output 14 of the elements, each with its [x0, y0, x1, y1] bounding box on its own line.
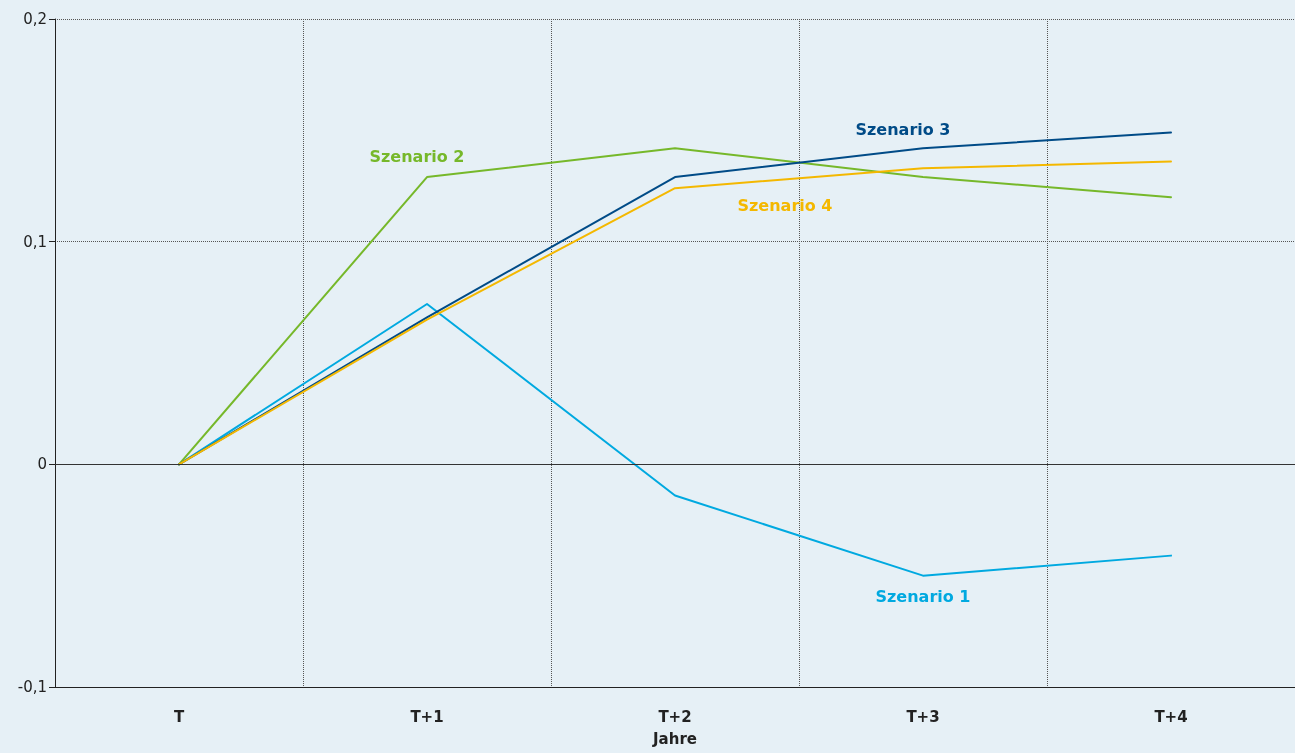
series-label: Szenario 4: [737, 195, 833, 215]
y-tick-label: 0,1: [23, 232, 47, 251]
y-tick-label: -0,1: [17, 678, 47, 696]
series-label: Szenario 3: [855, 119, 951, 139]
x-tick-label: T+4: [1154, 707, 1188, 726]
x-tick-label: T+2: [658, 707, 692, 726]
x-tick-label: T: [173, 707, 185, 726]
x-tick-label: T+1: [410, 707, 444, 726]
y-tick-label: 0: [37, 455, 47, 474]
series-label: Szenario 1: [875, 587, 971, 607]
series-label: Szenario 2: [369, 146, 465, 166]
y-tick-label: 0,2: [23, 10, 47, 28]
x-axis-title: Jahre: [652, 729, 697, 748]
x-tick-label: T+3: [906, 707, 940, 726]
